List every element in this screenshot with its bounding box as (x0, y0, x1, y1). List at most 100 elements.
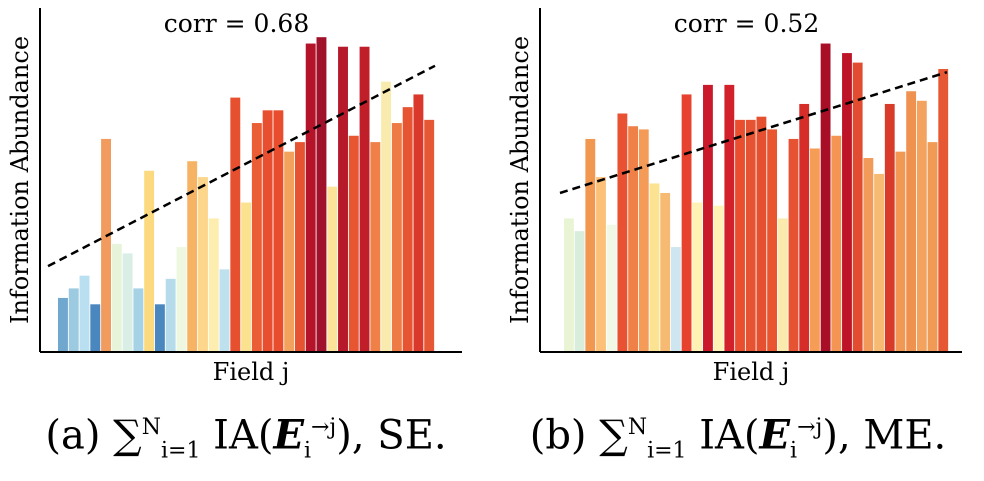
chart-title-a: corr = 0.68 (164, 9, 309, 38)
panel-a: corr = 0.68 Field j Information Abundanc… (0, 0, 492, 467)
caption-func-b: IA( (686, 412, 760, 459)
bar-b-32 (895, 151, 906, 352)
caption-var-sup-a: →j (311, 415, 337, 440)
bar-b-5 (606, 224, 617, 352)
bar-a-13 (187, 161, 198, 352)
bar-b-30 (874, 173, 884, 352)
bar-b-35 (927, 142, 938, 352)
bar-a-35 (424, 119, 435, 352)
bar-a-3 (79, 275, 90, 352)
bar-b-25 (820, 43, 831, 352)
bar-a-2 (68, 288, 79, 352)
bars-b (564, 43, 949, 353)
x-axis-label-a: Field j (213, 358, 290, 386)
bar-a-16 (219, 269, 230, 352)
y-axis-label-a: Information Abundance (6, 36, 34, 324)
bar-b-12 (681, 94, 692, 353)
trend-line-b (559, 70, 948, 195)
bar-b-26 (831, 135, 842, 352)
bar-b-1 (564, 218, 574, 352)
bar-b-4 (596, 177, 606, 352)
caption-prefix-a: (a) (45, 412, 114, 459)
bar-b-10 (660, 193, 671, 352)
bar-a-18 (241, 202, 252, 352)
bar-a-33 (402, 107, 413, 352)
sum-symbol-b: ∑ (599, 412, 628, 459)
bar-a-28 (348, 135, 359, 352)
bar-a-12 (176, 247, 187, 352)
bar-a-10 (154, 304, 165, 352)
bar-a-26 (327, 186, 338, 352)
bar-a-7 (122, 253, 133, 352)
trend-line-a (47, 64, 436, 268)
bar-b-3 (585, 138, 596, 352)
bar-a-5 (101, 138, 111, 352)
bar-a-34 (413, 94, 424, 353)
bar-b-11 (670, 247, 681, 352)
bar-b-21 (777, 218, 788, 352)
bar-a-23 (294, 142, 305, 352)
bars-a (58, 37, 435, 353)
bar-b-27 (842, 53, 852, 352)
bar-a-19 (251, 123, 262, 352)
bar-b-22 (788, 138, 799, 352)
bar-a-15 (208, 218, 219, 352)
bar-a-31 (381, 81, 392, 352)
bar-a-21 (273, 110, 284, 352)
sum-symbol-a: ∑ (113, 412, 142, 459)
caption-close-b: ) (822, 412, 838, 459)
bar-a-27 (338, 46, 348, 352)
bar-b-15 (713, 205, 724, 352)
caption-suffix-a: , SE. (351, 412, 447, 459)
caption-suffix-b: , ME. (837, 412, 947, 459)
bar-b-23 (799, 103, 810, 353)
bar-a-22 (284, 151, 295, 352)
sum-lower-b: i=1 (647, 438, 687, 464)
caption-var-sub-a: i (303, 438, 311, 464)
bar-b-6 (617, 113, 628, 352)
bar-a-20 (262, 110, 273, 352)
caption-var-a: E (273, 411, 304, 459)
bar-a-6 (111, 243, 122, 352)
caption-var-sub-b: i (790, 438, 798, 464)
bar-b-17 (735, 119, 745, 352)
bar-b-8 (638, 129, 649, 352)
caption-b: (b) ∑Ni=1 IA(Ei→j), ME. (492, 398, 984, 463)
caption-func-a: IA( (200, 412, 274, 459)
caption-var-sup-b: →j (797, 415, 823, 440)
bar-a-25 (316, 37, 327, 353)
bar-b-20 (767, 129, 778, 352)
bar-b-18 (745, 119, 756, 352)
panel-b: corr = 0.52 Field j Information Abundanc… (492, 0, 984, 467)
sum-lower-a: i=1 (160, 438, 201, 464)
bar-a-24 (305, 43, 316, 352)
bar-b-29 (863, 158, 874, 352)
bar-b-14 (703, 84, 713, 352)
chart-title-b: corr = 0.52 (674, 9, 819, 38)
bar-b-28 (852, 62, 863, 353)
bar-a-8 (133, 288, 144, 352)
caption-prefix-b: (b) (529, 412, 600, 459)
bar-a-11 (165, 278, 176, 352)
bar-b-9 (649, 183, 660, 352)
bar-a-17 (230, 97, 241, 352)
bar-b-16 (724, 84, 735, 352)
bar-b-7 (628, 126, 639, 352)
sum-upper-a: N (141, 415, 161, 440)
bar-a-4 (90, 304, 101, 352)
bar-a-29 (359, 46, 370, 352)
sum-upper-b: N (627, 415, 648, 440)
x-axis-label-b: Field j (713, 358, 790, 386)
bar-a-30 (370, 142, 381, 352)
y-axis-label-b: Information Abundance (506, 36, 534, 324)
bar-b-24 (809, 148, 820, 352)
bar-a-9 (144, 170, 155, 352)
bar-a-14 (198, 177, 208, 352)
bar-b-2 (574, 231, 585, 352)
bar-a-1 (58, 297, 68, 352)
figure: corr = 0.68 Field j Information Abundanc… (0, 0, 984, 467)
chart-b: corr = 0.52 Field j Information Abundanc… (506, 8, 962, 386)
bar-b-34 (916, 100, 927, 352)
bar-b-36 (938, 68, 949, 352)
bar-a-32 (391, 123, 402, 352)
